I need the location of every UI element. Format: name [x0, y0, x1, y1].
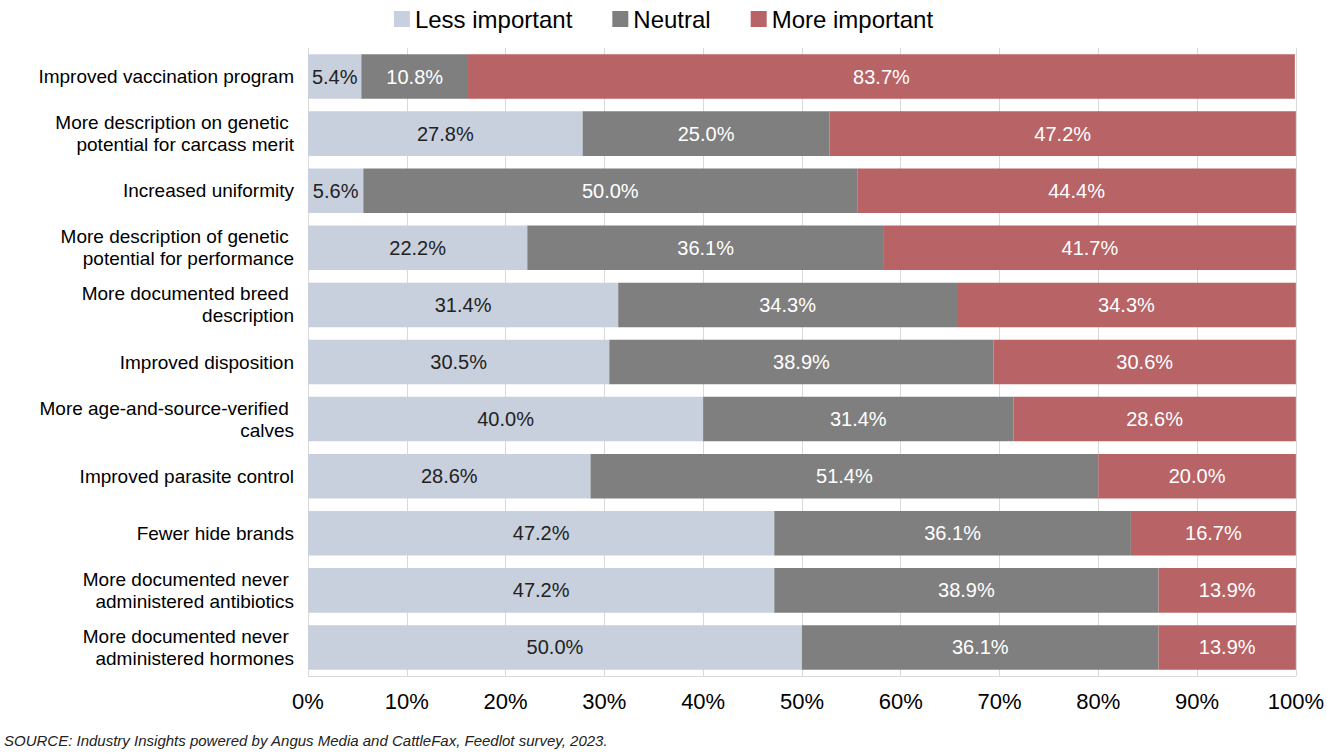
svg-text:10.8%: 10.8% [386, 66, 443, 88]
svg-text:27.8%: 27.8% [417, 123, 474, 145]
svg-text:47.2%: 47.2% [513, 579, 570, 601]
svg-text:calves: calves [240, 420, 294, 441]
svg-text:More important: More important [772, 6, 934, 33]
svg-text:100%: 100% [1268, 689, 1324, 714]
svg-text:description: description [202, 305, 294, 326]
svg-text:90%: 90% [1175, 689, 1219, 714]
svg-text:60%: 60% [879, 689, 923, 714]
svg-text:28.6%: 28.6% [1126, 408, 1183, 430]
svg-text:40%: 40% [681, 689, 725, 714]
svg-text:Increased uniformity: Increased uniformity [123, 180, 295, 201]
svg-text:Improved parasite control: Improved parasite control [80, 466, 294, 487]
svg-text:51.4%: 51.4% [816, 465, 873, 487]
svg-text:5.6%: 5.6% [313, 180, 359, 202]
svg-text:10%: 10% [385, 689, 429, 714]
svg-text:20.0%: 20.0% [1169, 465, 1226, 487]
svg-text:50.0%: 50.0% [582, 180, 639, 202]
svg-text:70%: 70% [977, 689, 1021, 714]
svg-text:28.6%: 28.6% [421, 465, 478, 487]
svg-text:36.1%: 36.1% [952, 636, 1009, 658]
svg-text:50%: 50% [780, 689, 824, 714]
svg-text:20%: 20% [484, 689, 528, 714]
svg-text:More description on genetic: More description on genetic [55, 112, 294, 133]
svg-text:25.0%: 25.0% [678, 123, 735, 145]
svg-text:31.4%: 31.4% [830, 408, 887, 430]
svg-text:36.1%: 36.1% [924, 522, 981, 544]
svg-text:34.3%: 34.3% [759, 294, 816, 316]
svg-text:Neutral: Neutral [633, 6, 710, 33]
svg-text:Improved disposition: Improved disposition [120, 352, 294, 373]
svg-text:Fewer hide brands: Fewer hide brands [137, 523, 294, 544]
svg-text:Improved vaccination program: Improved vaccination program [38, 66, 294, 87]
svg-text:83.7%: 83.7% [853, 66, 910, 88]
svg-text:0%: 0% [292, 689, 324, 714]
svg-text:More documented breed: More documented breed [82, 283, 294, 304]
svg-text:38.9%: 38.9% [773, 351, 830, 373]
svg-text:potential for performance: potential for performance [83, 248, 294, 269]
svg-text:30%: 30% [582, 689, 626, 714]
svg-text:80%: 80% [1076, 689, 1120, 714]
svg-text:More documented never: More documented never [83, 569, 294, 590]
svg-text:administered antibiotics: administered antibiotics [95, 591, 294, 612]
svg-text:34.3%: 34.3% [1098, 294, 1155, 316]
svg-text:44.4%: 44.4% [1048, 180, 1105, 202]
svg-text:30.5%: 30.5% [430, 351, 487, 373]
svg-text:Less important: Less important [415, 6, 573, 33]
svg-text:More description of genetic: More description of genetic [61, 226, 294, 247]
svg-text:More documented never: More documented never [83, 626, 294, 647]
svg-text:31.4%: 31.4% [435, 294, 492, 316]
svg-text:41.7%: 41.7% [1062, 237, 1119, 259]
svg-text:47.2%: 47.2% [1034, 123, 1091, 145]
svg-text:38.9%: 38.9% [938, 579, 995, 601]
svg-text:16.7%: 16.7% [1185, 522, 1242, 544]
svg-text:40.0%: 40.0% [477, 408, 534, 430]
svg-text:30.6%: 30.6% [1116, 351, 1173, 373]
svg-text:13.9%: 13.9% [1199, 636, 1256, 658]
svg-text:13.9%: 13.9% [1199, 579, 1256, 601]
svg-text:administered hormones: administered hormones [95, 648, 294, 669]
svg-text:More age-and-source-verified: More age-and-source-verified [39, 398, 294, 419]
svg-text:50.0%: 50.0% [527, 636, 584, 658]
svg-text:47.2%: 47.2% [513, 522, 570, 544]
svg-text:potential for carcass merit: potential for carcass merit [76, 134, 294, 155]
svg-text:SOURCE: Industry Insights powe: SOURCE: Industry Insights powered by Ang… [4, 732, 608, 749]
svg-text:5.4%: 5.4% [312, 66, 358, 88]
svg-text:22.2%: 22.2% [389, 237, 446, 259]
svg-text:36.1%: 36.1% [677, 237, 734, 259]
